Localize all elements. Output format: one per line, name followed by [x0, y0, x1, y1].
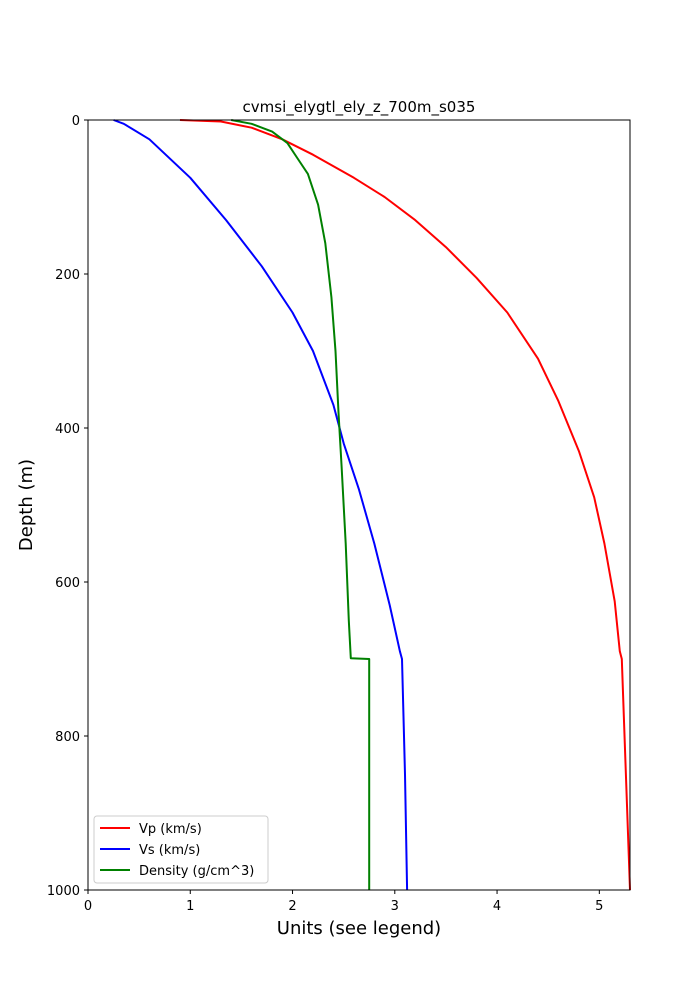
x-tick-label: 1: [186, 899, 194, 914]
legend-box: [93, 815, 269, 884]
y-tick-label: 800: [55, 730, 80, 745]
legend-label-0: Vp (km/s): [139, 822, 202, 837]
x-axis-label: Units (see legend): [277, 918, 441, 939]
x-tick-label: 4: [493, 899, 501, 914]
x-tick-label: 5: [595, 899, 603, 914]
x-tick-label: 3: [391, 899, 399, 914]
y-tick-label: 400: [55, 422, 80, 437]
x-tick-label: 0: [84, 899, 92, 914]
series-line-2: [231, 119, 371, 890]
y-tick-label: 1000: [47, 884, 80, 899]
legend: Vp (km/s) Vs (km/s) Density (g/cm^3): [93, 815, 269, 884]
legend-label-2: Density (g/cm^3): [139, 864, 254, 879]
series-line-1: [113, 119, 409, 891]
legend-label-1: Vs (km/s): [139, 843, 200, 858]
plot-lines: [113, 119, 631, 891]
x-ticks: 0 1 2 3 4 5: [84, 890, 603, 914]
y-ticks: 0 200 400 600 800 1000: [47, 114, 88, 899]
y-axis-label: Depth (m): [16, 459, 37, 551]
y-tick-label: 200: [55, 268, 80, 283]
plot-frame: [87, 119, 631, 891]
series-line-0: [179, 119, 631, 891]
chart-title: cvmsi_elygtl_ely_z_700m_s035: [243, 98, 476, 117]
y-tick-label: 600: [55, 576, 80, 591]
y-tick-label: 0: [72, 114, 80, 129]
x-tick-label: 2: [288, 899, 296, 914]
